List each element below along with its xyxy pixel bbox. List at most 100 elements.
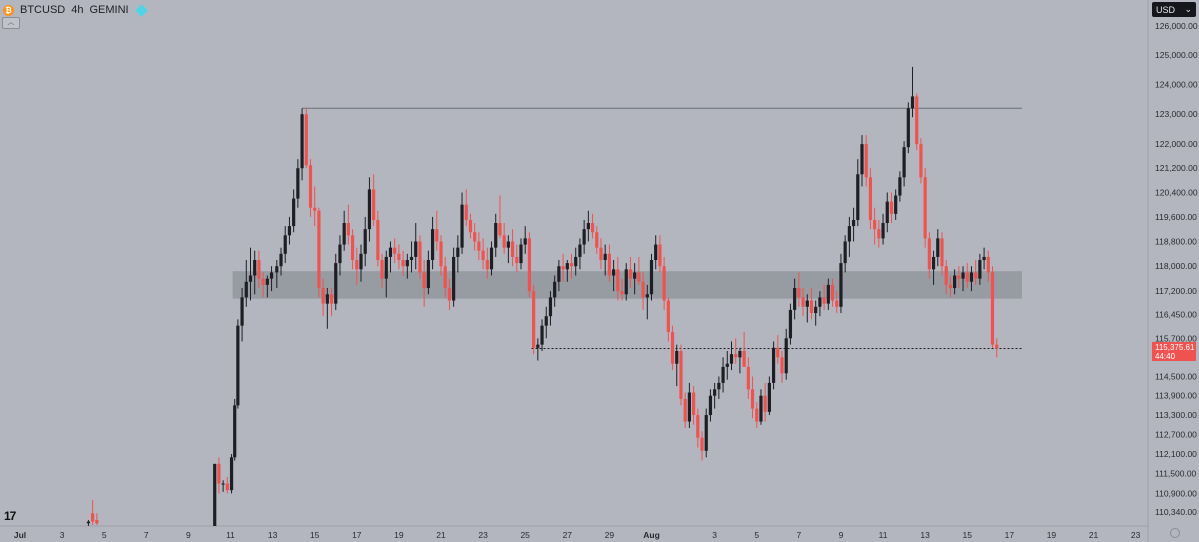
candle-body [489, 247, 494, 270]
candle-body [557, 266, 561, 282]
candle [599, 238, 603, 270]
candle-body [843, 241, 847, 264]
candle-body [536, 344, 540, 348]
candle [221, 480, 225, 492]
candle [910, 66, 915, 118]
price-tick-label: 122,000.00 [1155, 139, 1198, 149]
candle-body [233, 405, 237, 458]
candle [995, 338, 999, 358]
candle [603, 244, 607, 276]
candle-body [767, 382, 771, 412]
currency-selector[interactable]: USD ⌄ [1152, 2, 1196, 17]
candle [95, 513, 99, 525]
candle [253, 250, 257, 295]
candle-body [738, 350, 742, 358]
candle-body [287, 226, 292, 236]
candle-body [801, 297, 805, 307]
symbol-header[interactable]: ₿ BTCUSD 4h GEMINI [3, 2, 148, 18]
candle [561, 253, 565, 282]
candle-body [759, 395, 763, 422]
bitcoin-icon: ₿ [3, 4, 14, 16]
candle-body [468, 219, 473, 233]
candle-body [616, 269, 620, 292]
candle [851, 207, 856, 242]
candle-body [213, 463, 217, 526]
candle [456, 235, 460, 273]
candle [700, 431, 704, 461]
price-tick-label: 125,000.00 [1155, 50, 1198, 60]
chevron-up-icon[interactable]: ︿ [2, 17, 20, 29]
candle [948, 275, 953, 298]
candle [612, 260, 616, 292]
time-tick-label: 5 [754, 530, 759, 540]
candle-body [948, 284, 953, 289]
candle-body [868, 177, 873, 220]
candle [990, 266, 995, 348]
tradingview-logo-icon[interactable]: 17 [4, 509, 16, 523]
candle [940, 232, 944, 276]
candle-body [645, 294, 649, 298]
candle-body [523, 238, 527, 245]
candle-body [225, 483, 229, 491]
candle [313, 186, 317, 227]
candle [957, 266, 961, 289]
candle [780, 350, 784, 383]
candle [225, 476, 229, 494]
candle-body [338, 244, 342, 264]
candles-group [86, 66, 999, 526]
time-tick-label: 23 [1131, 530, 1141, 540]
candle [494, 213, 498, 257]
candle-body [367, 189, 372, 230]
candle [856, 159, 860, 227]
candle-body [350, 235, 355, 261]
candle [776, 335, 780, 364]
candle [405, 253, 409, 279]
candle-body [784, 338, 788, 374]
candle [788, 303, 793, 345]
candle-body [814, 306, 818, 314]
candle-body [750, 389, 755, 409]
candle [540, 319, 544, 351]
candle [628, 256, 633, 289]
time-tick-label: 17 [352, 530, 362, 540]
candle-body [257, 260, 261, 279]
time-tick-label: Aug [643, 530, 660, 540]
candle-body [957, 275, 961, 279]
candle-body [953, 275, 957, 289]
candle [477, 232, 481, 261]
candle-body [240, 297, 244, 326]
candle-body [380, 260, 384, 279]
price-tick-label: 119,600.00 [1155, 212, 1197, 222]
candle [468, 213, 473, 239]
candle [818, 291, 822, 317]
candle [830, 278, 835, 307]
candle-body [860, 144, 864, 175]
candle [248, 247, 253, 301]
candle [300, 108, 304, 181]
symbol-label: BTCUSD [20, 4, 66, 16]
candle-body [599, 247, 603, 261]
candle [814, 300, 818, 326]
candle-body [982, 256, 986, 261]
candle-body [397, 253, 401, 261]
candle-body [527, 238, 532, 292]
candle-body [906, 108, 910, 148]
candle-body [797, 288, 801, 298]
candle-body [460, 204, 464, 248]
candle [269, 266, 274, 292]
candle [569, 253, 574, 279]
time-tick-label: 19 [1047, 530, 1057, 540]
candle-body [506, 241, 510, 248]
chevron-down-icon: ⌄ [1184, 4, 1192, 14]
candle-body [304, 114, 308, 166]
candle-body [248, 275, 253, 282]
candle [244, 260, 248, 307]
settings-icon[interactable] [1170, 528, 1180, 538]
candle-body [481, 250, 485, 261]
candle [725, 350, 729, 380]
time-tick-label: 3 [60, 530, 65, 540]
candle [607, 244, 611, 282]
candle [265, 275, 269, 298]
price-tick-label: 112,700.00 [1155, 430, 1197, 440]
